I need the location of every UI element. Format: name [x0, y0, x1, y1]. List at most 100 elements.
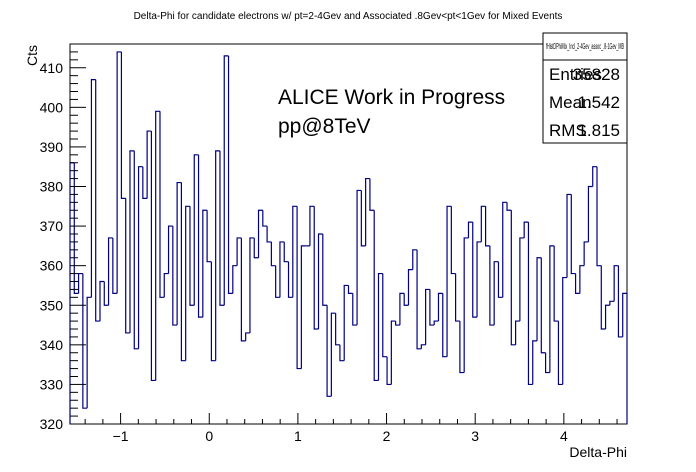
histogram-bin	[309, 205, 315, 246]
histogram-bin	[360, 190, 366, 247]
histogram-bin	[382, 273, 388, 358]
histogram-bin	[596, 166, 602, 267]
histogram-bin	[77, 272, 83, 294]
histogram-bin	[549, 245, 555, 373]
histogram-bin	[485, 206, 490, 247]
stats-rms-label: RMS	[549, 121, 587, 140]
histogram-bin	[227, 55, 233, 294]
histogram-bin	[420, 344, 426, 349]
histogram-bin	[562, 276, 568, 385]
histogram-bin	[270, 241, 276, 267]
histogram-bin	[566, 193, 572, 278]
histogram-bin	[215, 150, 220, 361]
histogram-bin	[403, 293, 409, 306]
axis-tick-labels: −1 0 1 2 3 4 320 330 340 350 360 370 380 390 400 410	[40, 60, 568, 444]
histogram-bin	[180, 182, 186, 362]
histogram-bin	[412, 249, 418, 270]
histogram-bin	[120, 51, 126, 199]
histogram-bin	[472, 222, 478, 318]
stats-box: fHistDPhiMix_Incl_2-4Gev_assoc_.8-1Gev_M…	[542, 32, 628, 144]
histogram-bin	[257, 209, 263, 258]
histogram-bin	[129, 150, 135, 333]
histogram-bin	[275, 265, 280, 298]
histogram-bin	[557, 321, 563, 386]
y-tick-label: 390	[40, 139, 64, 155]
histogram-bin	[347, 285, 353, 294]
axis-ticks	[70, 51, 618, 425]
histogram-bin	[544, 352, 550, 374]
histogram-bin	[112, 237, 118, 294]
histogram-layer	[69, 51, 628, 424]
histogram-bin	[604, 304, 610, 329]
stats-entries-value: 35828	[573, 65, 620, 84]
histogram-bin	[476, 241, 482, 318]
histogram-bin	[197, 154, 203, 318]
histogram-bin	[313, 206, 319, 330]
histogram-bin	[425, 288, 430, 345]
histogram-bin	[369, 178, 375, 211]
histogram-bin	[532, 340, 538, 385]
x-tick-label: −1	[113, 428, 129, 444]
histogram-bin	[609, 300, 615, 306]
histogram-bin	[450, 206, 456, 275]
histogram-bin	[90, 79, 96, 298]
histogram-bin	[574, 273, 580, 294]
histogram-bin	[343, 284, 349, 361]
histogram-bin	[446, 205, 452, 357]
histogram-bin	[172, 226, 178, 326]
y-tick-label: 330	[40, 376, 64, 392]
histogram-bin	[99, 280, 105, 322]
histogram-bin	[587, 185, 593, 242]
x-tick-label: 3	[471, 428, 479, 444]
stats-mean-label: Mean	[549, 93, 592, 112]
histogram-bin	[339, 344, 345, 362]
histogram-bin	[600, 265, 606, 330]
histogram-bin	[202, 209, 208, 318]
histogram-bin	[210, 261, 216, 362]
histogram-bin	[540, 257, 546, 354]
histogram-bin	[279, 241, 285, 298]
stats-box-frame	[542, 32, 628, 144]
histogram-bin	[292, 205, 298, 298]
histogram-bin	[73, 162, 79, 294]
histogram-bin	[253, 237, 259, 259]
histogram-bin	[249, 237, 255, 333]
histogram-bin	[317, 233, 323, 329]
histogram-bin	[193, 154, 199, 306]
histogram-bin	[163, 272, 169, 298]
histogram-bin	[133, 150, 139, 350]
histogram-bin	[463, 237, 469, 373]
histogram-bin	[300, 245, 306, 369]
histogram-bin	[125, 198, 130, 334]
histogram-bin	[416, 249, 422, 350]
chart-title: Delta-Phi for candidate electrons w/ pt=…	[134, 11, 563, 22]
y-tick-label: 360	[40, 258, 64, 274]
x-tick-label: 0	[205, 428, 213, 444]
histogram-bin	[613, 265, 619, 302]
stats-rms-value: 1.815	[577, 121, 620, 140]
histogram-bin	[150, 131, 156, 382]
histogram-bin	[407, 269, 413, 306]
histogram-bin	[176, 181, 182, 326]
histogram-bin	[506, 202, 512, 211]
histogram-bin	[86, 296, 92, 409]
histogram-bin	[583, 241, 589, 266]
histogram-bin	[429, 289, 435, 326]
histogram-bin	[245, 332, 250, 341]
x-tick-label: 4	[560, 428, 568, 444]
histogram-bin	[553, 245, 559, 322]
histogram-bin	[377, 272, 383, 381]
annotation-collision-system: pp@8TeV	[278, 115, 371, 138]
histogram-bin	[206, 210, 212, 263]
histogram-bin	[326, 305, 332, 397]
histogram-bin	[322, 234, 328, 306]
histogram-bin	[159, 111, 165, 298]
histogram-bin	[442, 293, 448, 358]
histogram-bin	[365, 177, 370, 246]
histogram-bin	[386, 356, 392, 386]
histogram-bin	[480, 205, 486, 242]
histogram-bin	[240, 237, 246, 342]
histogram-bin	[185, 205, 190, 361]
histogram-bin	[223, 55, 229, 306]
histogram-bin	[519, 237, 525, 322]
